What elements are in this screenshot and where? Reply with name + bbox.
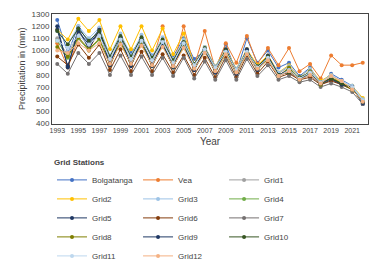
svg-text:2015: 2015 <box>281 127 297 134</box>
svg-text:1300: 1300 <box>32 10 50 19</box>
svg-text:1995: 1995 <box>71 127 87 134</box>
svg-text:2021: 2021 <box>344 127 360 134</box>
svg-text:2017: 2017 <box>302 127 318 134</box>
svg-text:2003: 2003 <box>155 127 171 134</box>
svg-text:1993: 1993 <box>49 127 65 134</box>
svg-text:Grid5: Grid5 <box>92 214 112 223</box>
svg-text:Grid9: Grid9 <box>178 233 198 242</box>
svg-text:Grid6: Grid6 <box>178 214 198 223</box>
svg-text:600: 600 <box>36 95 50 104</box>
svg-text:Grid12: Grid12 <box>178 252 203 261</box>
svg-text:2005: 2005 <box>176 127 192 134</box>
svg-text:400: 400 <box>36 119 50 128</box>
svg-text:Grid11: Grid11 <box>92 252 116 261</box>
svg-text:2013: 2013 <box>260 127 276 134</box>
svg-text:900: 900 <box>36 59 50 68</box>
svg-text:Precipitation in (mm): Precipitation in (mm) <box>17 28 27 111</box>
svg-text:2011: 2011 <box>239 127 254 134</box>
svg-text:700: 700 <box>36 83 50 92</box>
svg-text:2009: 2009 <box>218 127 234 134</box>
svg-text:Grid8: Grid8 <box>92 233 112 242</box>
svg-text:1200: 1200 <box>32 22 50 31</box>
svg-text:Bolgatanga: Bolgatanga <box>92 176 133 185</box>
svg-text:Grid Stations: Grid Stations <box>54 158 105 167</box>
svg-text:2007: 2007 <box>197 127 213 134</box>
svg-text:800: 800 <box>36 71 50 80</box>
svg-text:1999: 1999 <box>113 127 129 134</box>
svg-text:Grid3: Grid3 <box>178 195 198 204</box>
svg-text:1997: 1997 <box>92 127 108 134</box>
svg-text:Grid4: Grid4 <box>264 195 284 204</box>
svg-text:2001: 2001 <box>134 127 150 134</box>
svg-text:500: 500 <box>36 107 50 116</box>
svg-text:Grid10: Grid10 <box>264 233 289 242</box>
svg-text:2019: 2019 <box>323 127 339 134</box>
svg-text:Grid1: Grid1 <box>264 176 284 185</box>
svg-text:1100: 1100 <box>32 34 50 43</box>
svg-text:Year: Year <box>200 136 221 147</box>
svg-text:Vea: Vea <box>178 176 192 185</box>
svg-text:1000: 1000 <box>32 46 50 55</box>
svg-text:Grid7: Grid7 <box>264 214 284 223</box>
svg-text:Grid2: Grid2 <box>92 195 112 204</box>
